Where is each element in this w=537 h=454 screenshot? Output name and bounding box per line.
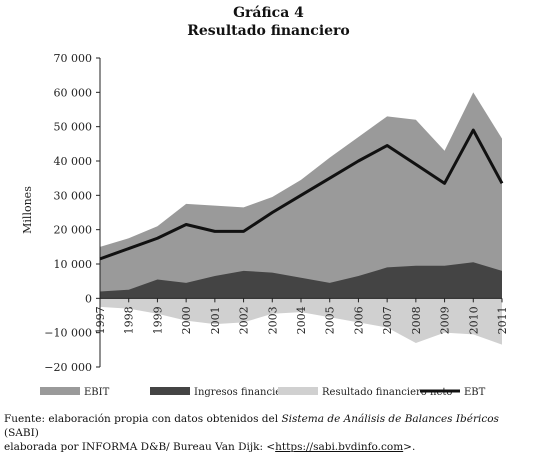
y-tick-label: −20 000 [44, 361, 92, 374]
y-tick-label: 20 000 [54, 224, 93, 237]
x-tick-label: 2001 [209, 306, 222, 334]
chart-title: Gráfica 4 Resultado financiero [0, 4, 537, 40]
source-prefix: Fuente: elaboración propia con datos obt… [4, 413, 282, 425]
source-note: Fuente: elaboración propia con datos obt… [4, 412, 534, 454]
y-tick-label: 30 000 [54, 189, 93, 202]
line-layer [99, 128, 504, 261]
y-tick-label: 60 000 [54, 86, 93, 99]
x-tick-label: 2007 [381, 306, 394, 334]
legend-label: EBT [464, 387, 486, 398]
line-ebt [99, 128, 504, 261]
chart: Millones −20 000 −10 000 0 10 000 20 000 30 0… [21, 52, 509, 398]
legend-label: Resultado financiero neto [322, 387, 452, 398]
ticks-layer: −20 000 −10 000 0 10 000 20 000 30 000 40 000 5… [44, 52, 509, 374]
legend: EBIT Ingresos financieros Resultado financ… [40, 387, 486, 398]
legend-label: EBIT [84, 387, 110, 398]
y-tick-label: −10 000 [44, 327, 92, 340]
y-tick-label: 70 000 [54, 52, 93, 65]
source-line2: elaborada por INFORMA D&B/ Bureau Van Di… [4, 441, 276, 453]
x-tick-label: 2002 [238, 306, 251, 334]
legend-label: Ingresos financieros [194, 387, 297, 398]
y-tick-label: 10 000 [54, 258, 93, 271]
x-tick-label: 2009 [439, 306, 452, 334]
source-italic: Sistema de Análisis de Balances Ibéricos [281, 413, 499, 425]
x-tick-label: 2003 [266, 306, 279, 334]
x-tick-label: 2004 [295, 306, 308, 334]
source-acronym: (SABI) [4, 427, 39, 439]
x-tick-label: 2005 [324, 306, 337, 334]
y-tick-label: 50 000 [54, 121, 93, 134]
y-tick-label: 40 000 [54, 155, 93, 168]
area-resultado-financiero-neto [100, 298, 502, 345]
x-tick-label: 2011 [496, 306, 509, 334]
legend-swatch [150, 387, 190, 395]
legend-swatch [278, 387, 318, 395]
source-line-2: elaborada por INFORMA D&B/ Bureau Van Di… [4, 440, 534, 454]
x-tick-label: 2000 [180, 306, 193, 334]
source-line-1: Fuente: elaboración propia con datos obt… [4, 412, 534, 440]
y-axis-title: Millones [21, 186, 34, 234]
x-tick-label: 1997 [94, 306, 107, 334]
chart-title-line: Gráfica 4 [233, 5, 304, 21]
y-axis-title-group: Millones [21, 186, 34, 234]
legend-swatch [40, 387, 80, 395]
chart-subtitle-line: Resultado financiero [187, 23, 350, 39]
x-tick-label: 1999 [151, 306, 164, 334]
source-link[interactable]: https://sabi.bvdinfo.com [275, 441, 404, 453]
source-suffix: >. [403, 441, 416, 453]
y-tick-label: 0 [85, 292, 92, 305]
x-tick-label: 1998 [123, 306, 136, 334]
area-ingresos-financieros [100, 262, 502, 299]
x-tick-label: 2006 [352, 306, 365, 334]
x-tick-label: 2010 [467, 306, 480, 334]
x-tick-label: 2008 [410, 306, 423, 334]
